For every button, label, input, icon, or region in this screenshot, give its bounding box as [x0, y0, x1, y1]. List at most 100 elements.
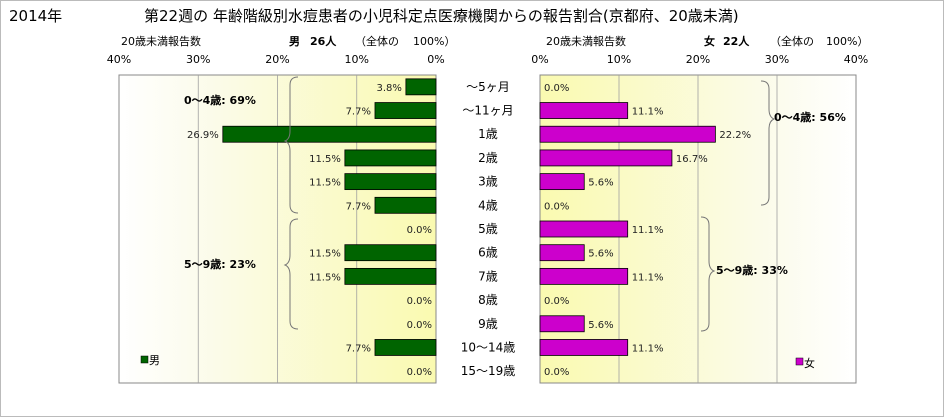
right-tick-label: 0% — [531, 53, 548, 66]
male-value-label: 26.9% — [187, 130, 219, 141]
left-group-label-5-9: 5～9歳: 23% — [184, 257, 256, 271]
female-bar — [539, 244, 585, 262]
category-label: 5歳 — [478, 222, 498, 236]
female-bar — [539, 149, 673, 167]
female-value-label: 0.0% — [544, 367, 569, 378]
female-value-label: 22.2% — [719, 130, 751, 141]
female-value-label: 11.1% — [632, 225, 664, 236]
female-bar — [539, 173, 585, 191]
male-value-label: 7.7% — [346, 343, 371, 354]
male-value-label: 11.5% — [309, 272, 341, 283]
left-group-label-0-4: 0～4歳: 69% — [184, 93, 256, 107]
female-value-label: 11.1% — [632, 107, 664, 118]
category-label: 7歳 — [478, 269, 498, 283]
female-bar — [539, 102, 629, 119]
left-total-label: （全体の — [355, 34, 399, 48]
category-label: 3歳 — [478, 175, 498, 189]
female-bar — [539, 315, 585, 333]
male-value-label: 0.0% — [407, 296, 432, 307]
female-value-label: 0.0% — [544, 296, 569, 307]
female-bar — [539, 220, 629, 238]
right-group-label-0-4: 0～4歳: 56% — [774, 110, 846, 124]
male-bar — [344, 173, 437, 191]
category-labels: ～5ヶ月 ～11ヶ月 1歳 2歳 3歳 4歳 5歳 6歳 7歳 8歳 9歳 10～14歳 15～19歳 — [461, 80, 516, 378]
male-value-label: 7.7% — [346, 107, 371, 118]
left-brace-5-9 — [283, 218, 299, 330]
category-label: 15～19歳 — [461, 364, 516, 378]
left-tick-labels: 40% 30% 20% 10% 0% — [107, 53, 445, 66]
male-bar — [405, 78, 437, 96]
left-tick-label: 30% — [186, 53, 210, 66]
male-bar — [374, 339, 437, 356]
right-tick-label: 20% — [686, 53, 710, 66]
category-label: ～11ヶ月 — [462, 104, 513, 118]
male-value-label: 11.5% — [309, 154, 341, 165]
right-count-label: 22人 — [723, 34, 750, 48]
right-group-label-5-9: 5～9歳: 33% — [716, 263, 788, 277]
category-label: 1歳 — [478, 127, 498, 141]
bars — [222, 78, 716, 356]
female-bar — [539, 267, 629, 285]
left-tick-label: 0% — [427, 53, 444, 66]
right-tick-label: 10% — [607, 53, 631, 66]
male-value-label: 0.0% — [407, 225, 432, 236]
male-bar — [222, 125, 437, 143]
legend-female-label: 女 — [804, 356, 815, 370]
left-sex-label: 男 — [289, 35, 300, 48]
category-label: 10～14歳 — [461, 340, 516, 354]
right-brace-0-4 — [760, 80, 776, 206]
female-bar — [539, 125, 716, 143]
legend-female-swatch — [795, 357, 804, 366]
category-label: 9歳 — [478, 317, 498, 331]
category-label: 2歳 — [478, 151, 498, 165]
right-total-label: （全体の — [770, 34, 814, 48]
female-value-label: 11.1% — [632, 272, 664, 283]
left-axis-label: 20歳未満報告数 — [121, 35, 201, 48]
right-tick-label: 40% — [844, 53, 868, 66]
female-value-label: 16.7% — [676, 154, 708, 165]
left-total-value: 100%） — [413, 35, 455, 48]
male-value-label: 11.5% — [309, 249, 341, 260]
right-sex-label: 女 — [704, 34, 715, 48]
left-tick-label: 40% — [107, 53, 131, 66]
female-bar — [539, 339, 629, 356]
left-brace-0-4 — [283, 76, 299, 214]
male-bar — [344, 244, 437, 262]
category-label: 4歳 — [478, 198, 498, 212]
category-label: 8歳 — [478, 293, 498, 307]
left-count-label: 26人 — [310, 34, 337, 48]
category-label: 6歳 — [478, 246, 498, 260]
chart-year: 2014年 — [9, 7, 62, 25]
right-axis-label: 20歳未満報告数 — [546, 35, 626, 48]
legend-female: 女 — [795, 356, 815, 370]
female-value-label: 11.1% — [632, 343, 664, 354]
female-value-label: 0.0% — [544, 201, 569, 212]
category-label: ～5ヶ月 — [466, 80, 510, 94]
male-value-label: 7.7% — [346, 201, 371, 212]
male-bar — [374, 196, 437, 214]
legend-male: 男 — [140, 354, 160, 367]
right-total-value: 100%） — [826, 35, 868, 48]
value-labels: 3.8% 0.0% 7.7% 11.1% 26.9% 22.2% 11.5% 16.7% 11.… — [187, 83, 751, 378]
male-bar — [344, 149, 437, 167]
right-tick-label: 30% — [765, 53, 789, 66]
left-tick-label: 10% — [345, 53, 369, 66]
chart-title: 第22週の 年齢階級別水痘患者の小児科定点医療機関からの報告割合(京都府、20歳… — [144, 7, 739, 25]
male-value-label: 0.0% — [407, 320, 432, 331]
female-value-label: 5.6% — [588, 178, 613, 189]
male-bar — [344, 267, 437, 285]
female-value-label: 5.6% — [588, 320, 613, 331]
male-value-label: 0.0% — [407, 367, 432, 378]
legend-male-label: 男 — [149, 354, 160, 367]
female-value-label: 5.6% — [588, 249, 613, 260]
right-brace-5-9 — [700, 216, 716, 332]
female-value-label: 0.0% — [544, 83, 569, 94]
male-bar — [374, 102, 437, 119]
male-value-label: 3.8% — [376, 83, 401, 94]
legend-male-swatch — [140, 355, 149, 364]
right-tick-labels: 0% 10% 20% 30% 40% — [531, 53, 868, 66]
male-value-label: 11.5% — [309, 178, 341, 189]
left-tick-label: 20% — [265, 53, 289, 66]
